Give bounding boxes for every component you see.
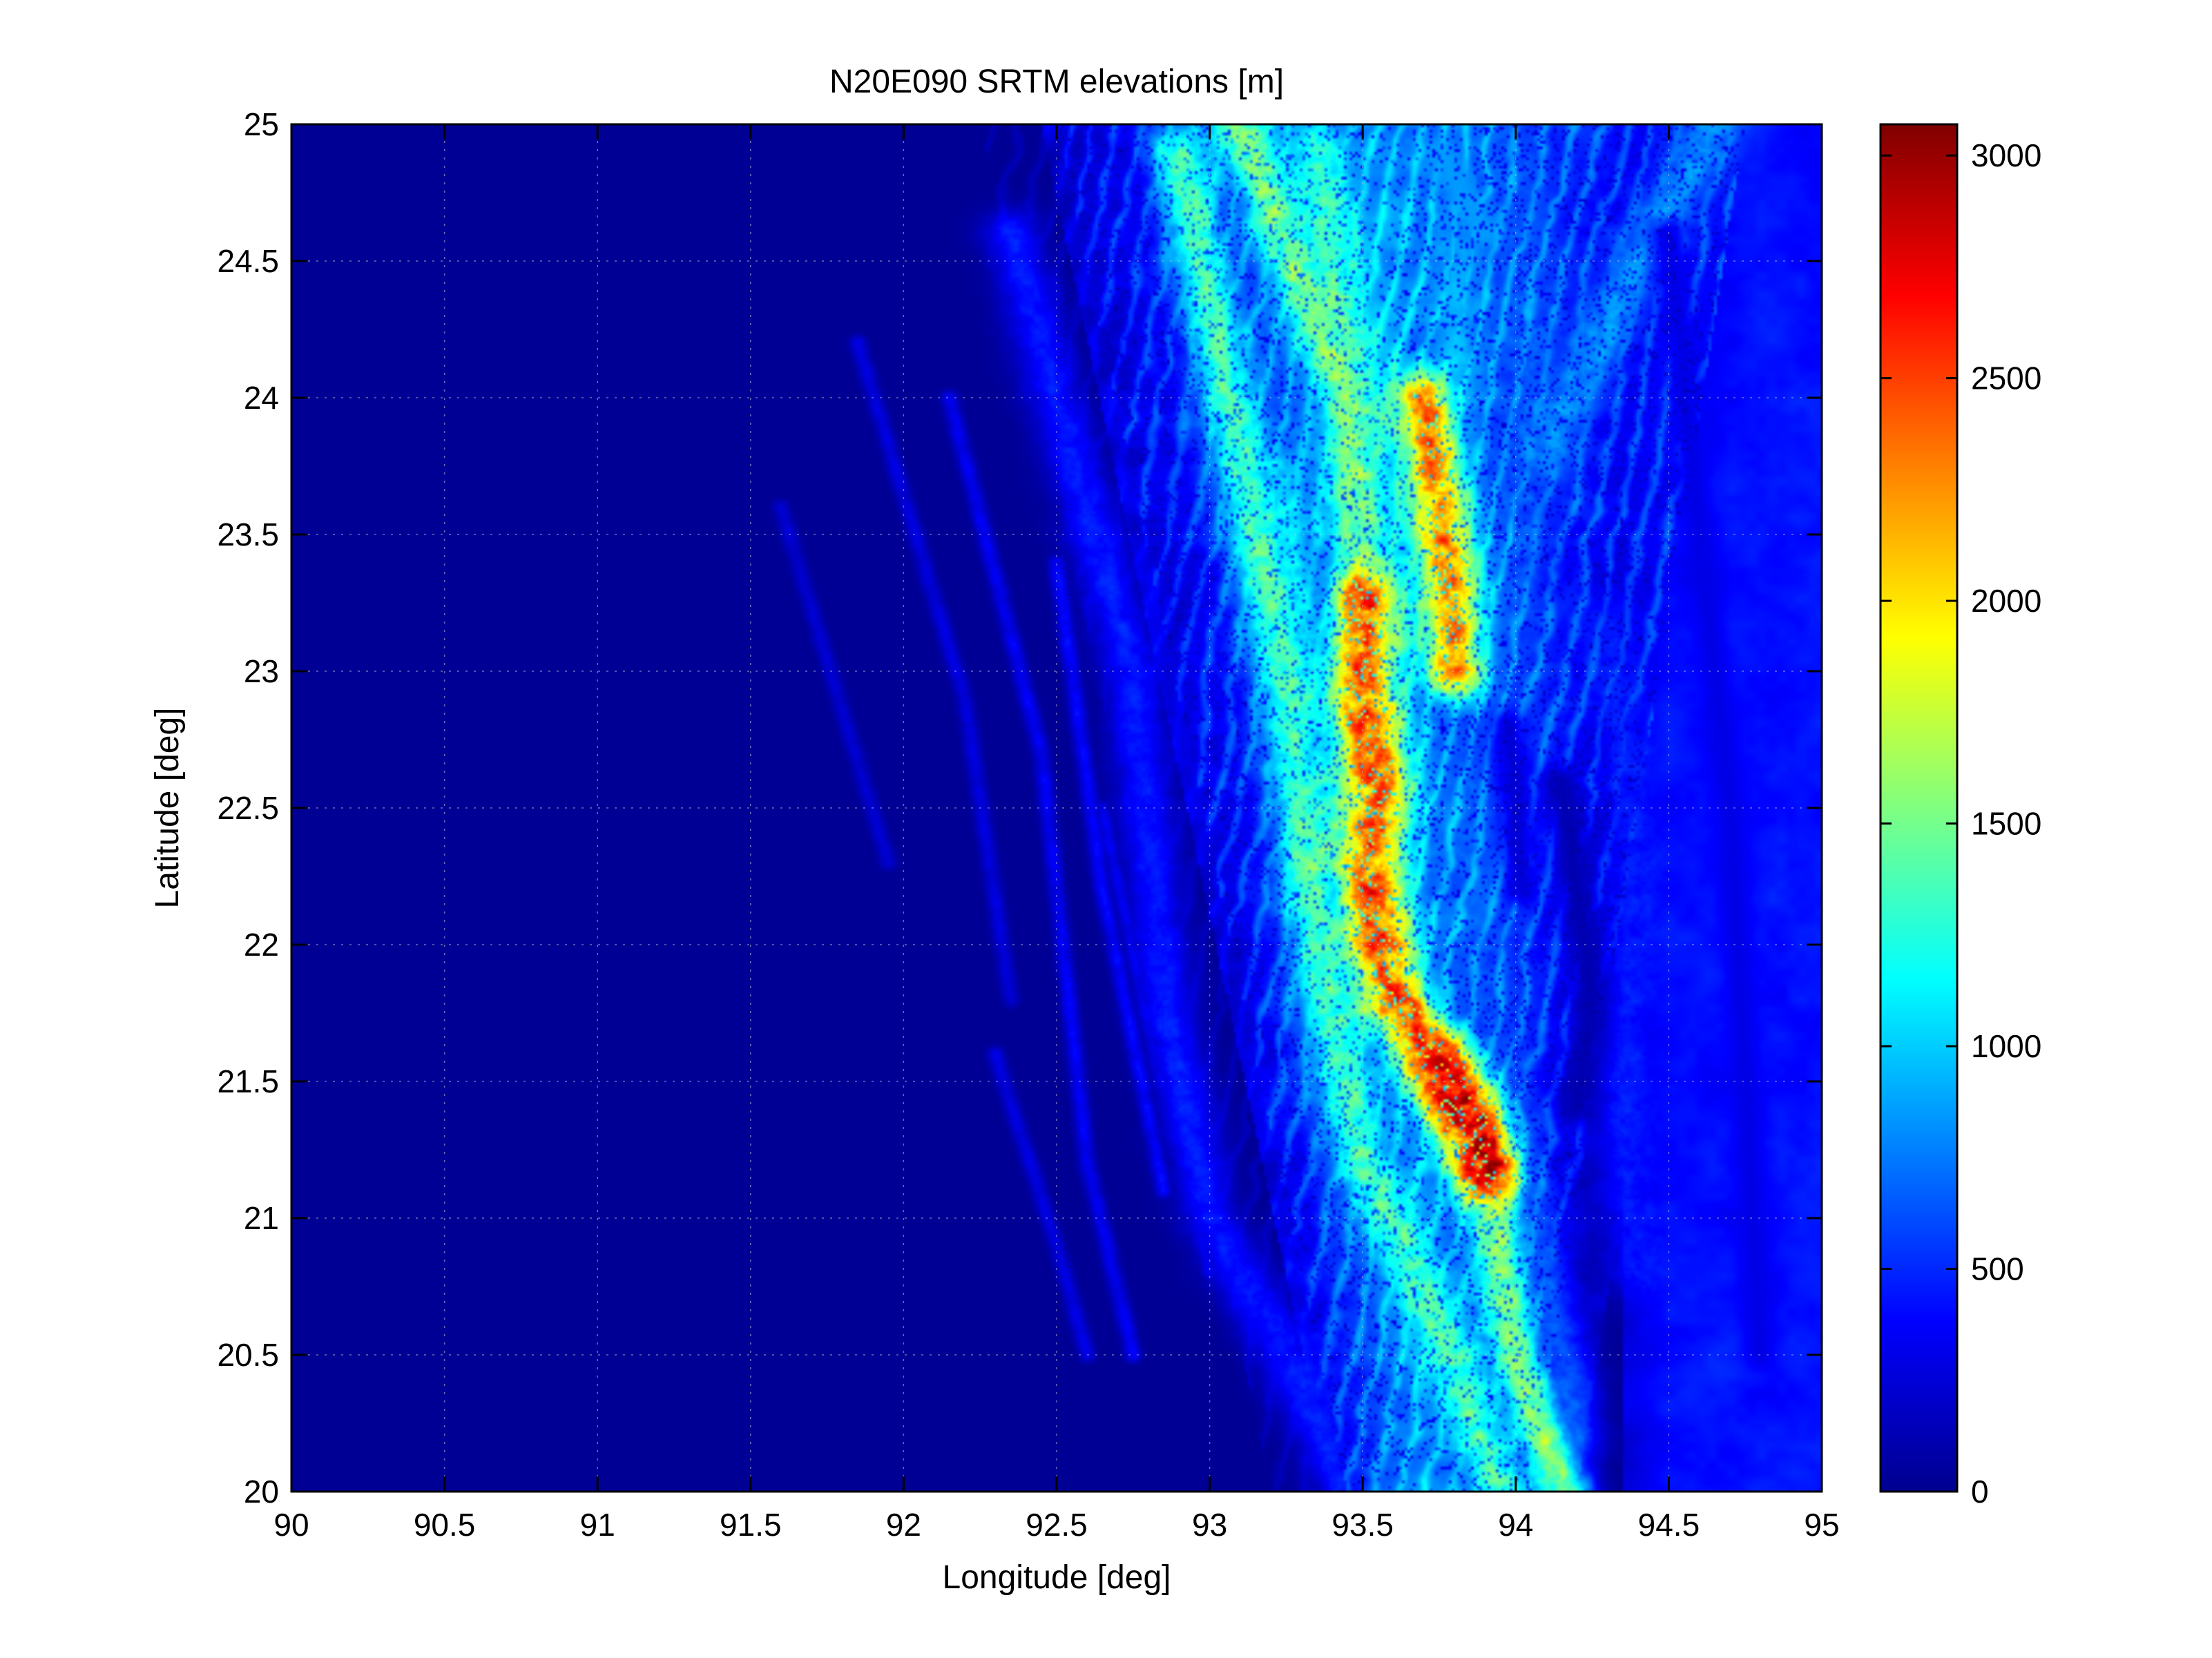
plot-area: [290, 123, 1823, 1493]
x-tick-label: 94: [1498, 1507, 1533, 1543]
y-tick-label: 20: [244, 1474, 279, 1510]
x-tick-label: 90: [273, 1507, 309, 1543]
y-tick-label: 21.5: [217, 1063, 279, 1099]
colorbar-tick-label: 2500: [1971, 360, 2041, 396]
colorbar-tick-label: 0: [1971, 1474, 1989, 1510]
x-axis: 90 90.5 91 91.5 92 92.5 93 93.5 94 94.5 95: [273, 124, 1840, 1543]
colorbar-tick-label: 1500: [1971, 806, 2041, 842]
y-tick-label: 23.5: [217, 517, 279, 552]
y-tick-label: 20.5: [217, 1337, 279, 1373]
y-tick-label: 23: [244, 653, 279, 689]
x-tick-label: 91.5: [720, 1507, 782, 1543]
x-tick-label: 93.5: [1331, 1507, 1394, 1543]
x-tick-label: 95: [1804, 1507, 1839, 1543]
colorbar-gradient: [1881, 124, 1957, 1492]
colorbar-frame: [1879, 123, 1959, 1493]
y-tick-label: 25: [244, 106, 279, 142]
y-tick-label: 24: [244, 380, 279, 416]
x-tick-label: 92: [886, 1507, 921, 1543]
y-tick-label: 22.5: [217, 790, 279, 826]
x-tick-label: 93: [1192, 1507, 1227, 1543]
colorbar-tick-label: 1000: [1971, 1028, 2041, 1064]
x-tick-label: 94.5: [1638, 1507, 1700, 1543]
colorbar-tick-label: 3000: [1971, 137, 2041, 173]
y-tick-label: 22: [244, 927, 279, 963]
y-tick-label: 24.5: [217, 243, 279, 279]
y-axis: 20 20.5 21 21.5 22 22.5 23 23.5 24 24.5 25: [217, 106, 1822, 1510]
x-tick-label: 90.5: [414, 1507, 476, 1543]
y-tick-label: 21: [244, 1200, 279, 1236]
colorbar-tick-label: 2000: [1971, 583, 2041, 619]
y-axis-label: Latitude [deg]: [149, 708, 186, 909]
x-tick-label: 92.5: [1026, 1507, 1088, 1543]
elevation-heatmap: [291, 124, 1822, 1492]
x-tick-label: 91: [580, 1507, 615, 1543]
chart-title: N20E090 SRTM elevations [m]: [829, 64, 1284, 100]
colorbar: 0 500 1000 1500 2000 2500 3000: [1879, 123, 2041, 1510]
x-axis-label: Longitude [deg]: [943, 1559, 1171, 1596]
colorbar-ticks: 0 500 1000 1500 2000 2500 3000: [1881, 137, 2041, 1510]
colorbar-tick-label: 500: [1971, 1251, 2024, 1287]
